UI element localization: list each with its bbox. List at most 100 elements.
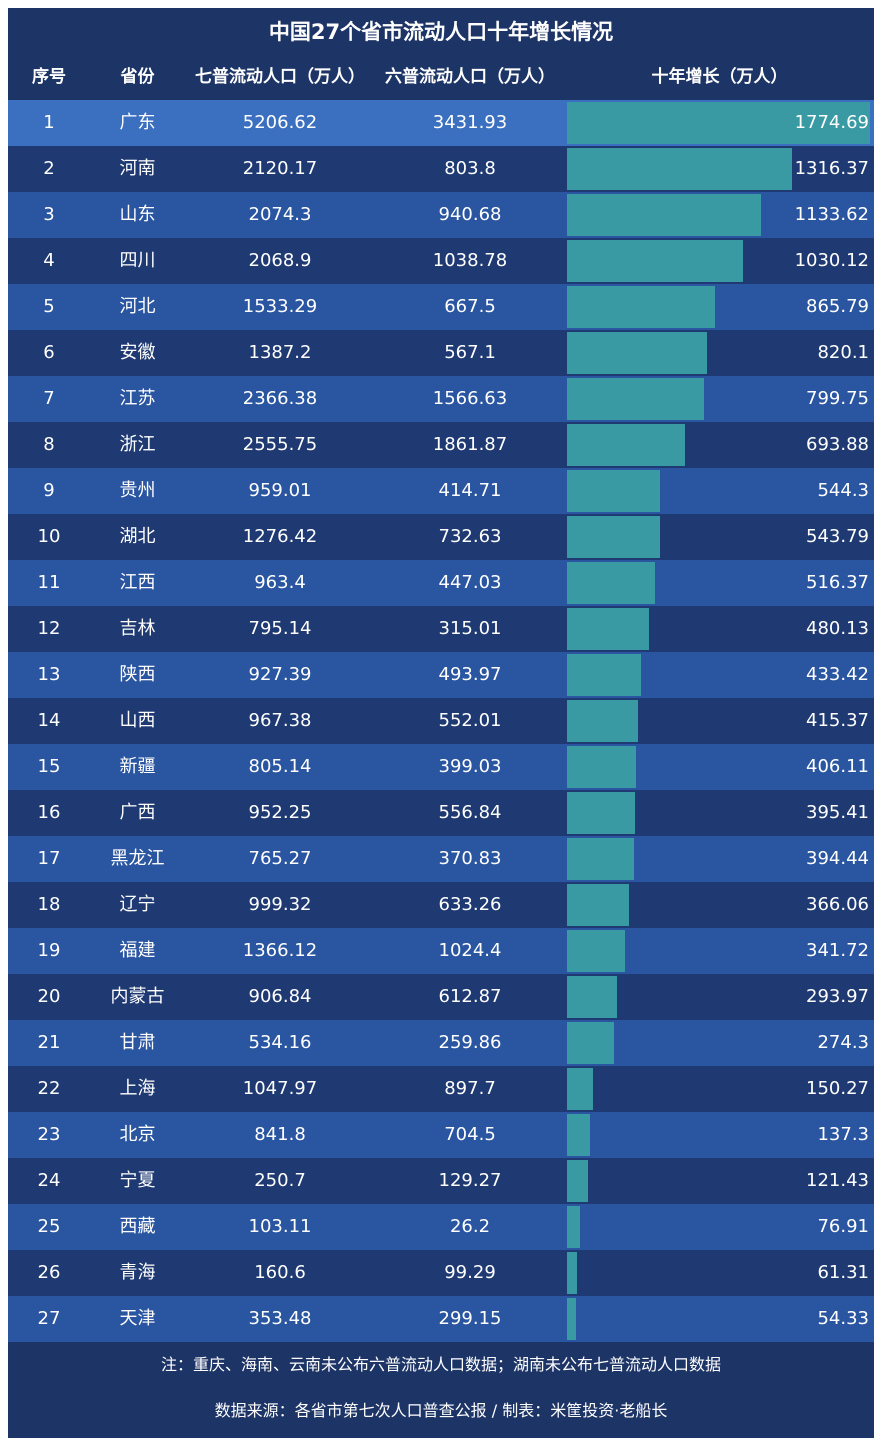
growth-value-label: 61.31 <box>817 1262 869 1283</box>
cell-seventh-census: 927.39 <box>248 664 312 685</box>
cell-rank: 8 <box>43 434 55 455</box>
cell-rank: 5 <box>43 296 55 317</box>
cell-sixth-census: 940.68 <box>438 204 502 225</box>
cell-sixth-census: 1566.63 <box>432 388 508 409</box>
cell-province: 湖北 <box>119 526 156 547</box>
growth-bar <box>567 286 715 328</box>
table-row: 18 辽宁 999.32 633.26 366.06 <box>8 882 874 928</box>
growth-bar <box>567 884 629 926</box>
growth-value-label: 799.75 <box>806 388 869 409</box>
growth-bar <box>567 700 638 742</box>
growth-value-label: 480.13 <box>806 618 869 639</box>
cell-seventh-census: 1366.12 <box>242 940 318 961</box>
cell-province: 吉林 <box>119 618 156 639</box>
growth-bar <box>567 102 870 144</box>
table-row: 27 天津 353.48 299.15 54.33 <box>8 1296 874 1342</box>
table-row: 21 甘肃 534.16 259.86 274.3 <box>8 1020 874 1066</box>
cell-seventh-census: 103.11 <box>248 1216 312 1237</box>
table-row: 19 福建 1366.12 1024.4 341.72 <box>8 928 874 974</box>
growth-bar <box>567 562 655 604</box>
table-row: 20 内蒙古 906.84 612.87 293.97 <box>8 974 874 1020</box>
growth-value-label: 293.97 <box>806 986 869 1007</box>
growth-value-label: 406.11 <box>806 756 869 777</box>
growth-value-label: 1774.69 <box>794 112 869 133</box>
growth-bar <box>567 930 625 972</box>
growth-bar <box>567 1068 593 1110</box>
table-row: 1 广东 5206.62 3431.93 1774.69 <box>8 100 874 146</box>
cell-province: 宁夏 <box>119 1170 156 1191</box>
cell-province: 内蒙古 <box>110 986 165 1007</box>
cell-sixth-census: 447.03 <box>438 572 502 593</box>
growth-bar <box>567 424 685 466</box>
cell-sixth-census: 803.8 <box>444 158 496 179</box>
cell-rank: 21 <box>37 1032 61 1053</box>
cell-rank: 13 <box>37 664 61 685</box>
table-row: 7 江苏 2366.38 1566.63 799.75 <box>8 376 874 422</box>
growth-value-label: 415.37 <box>806 710 869 731</box>
cell-seventh-census: 250.7 <box>254 1170 306 1191</box>
growth-value-label: 150.27 <box>806 1078 869 1099</box>
cell-sixth-census: 493.97 <box>438 664 502 685</box>
cell-province: 浙江 <box>119 434 156 455</box>
growth-bar <box>567 1022 614 1064</box>
cell-seventh-census: 765.27 <box>248 848 312 869</box>
growth-bar <box>567 1160 588 1202</box>
cell-seventh-census: 805.14 <box>248 756 312 777</box>
cell-sixth-census: 667.5 <box>444 296 496 317</box>
cell-seventh-census: 534.16 <box>248 1032 312 1053</box>
table-frame: 中国27个省市流动人口十年增长情况 序号 省份 七普流动人口（万人） 六普流动人… <box>8 8 874 1438</box>
cell-province: 贵州 <box>119 480 156 501</box>
cell-province: 广东 <box>119 112 156 133</box>
cell-sixth-census: 633.26 <box>438 894 502 915</box>
cell-rank: 26 <box>37 1262 61 1283</box>
cell-seventh-census: 353.48 <box>248 1308 312 1329</box>
cell-province: 福建 <box>119 940 156 961</box>
table-row: 15 新疆 805.14 399.03 406.11 <box>8 744 874 790</box>
growth-value-label: 394.44 <box>806 848 869 869</box>
table-row: 23 北京 841.8 704.5 137.3 <box>8 1112 874 1158</box>
cell-sixth-census: 129.27 <box>438 1170 502 1191</box>
cell-province: 甘肃 <box>119 1032 156 1053</box>
growth-value-label: 543.79 <box>806 526 869 547</box>
table-row: 16 广西 952.25 556.84 395.41 <box>8 790 874 836</box>
growth-bar <box>567 194 761 236</box>
growth-value-label: 54.33 <box>817 1308 869 1329</box>
cell-province: 黑龙江 <box>110 848 165 869</box>
cell-rank: 6 <box>43 342 55 363</box>
growth-bar <box>567 976 617 1018</box>
table-row: 25 西藏 103.11 26.2 76.91 <box>8 1204 874 1250</box>
table-row: 5 河北 1533.29 667.5 865.79 <box>8 284 874 330</box>
cell-seventh-census: 2120.17 <box>242 158 318 179</box>
growth-bar <box>567 746 636 788</box>
cell-seventh-census: 1047.97 <box>242 1078 318 1099</box>
cell-seventh-census: 795.14 <box>248 618 312 639</box>
table-row: 13 陕西 927.39 493.97 433.42 <box>8 652 874 698</box>
cell-rank: 17 <box>37 848 61 869</box>
cell-sixth-census: 704.5 <box>444 1124 496 1145</box>
cell-seventh-census: 2366.38 <box>242 388 318 409</box>
table-row: 10 湖北 1276.42 732.63 543.79 <box>8 514 874 560</box>
cell-sixth-census: 556.84 <box>438 802 502 823</box>
growth-value-label: 76.91 <box>817 1216 869 1237</box>
cell-sixth-census: 567.1 <box>444 342 496 363</box>
cell-province: 山西 <box>119 710 156 731</box>
cell-rank: 11 <box>37 572 61 593</box>
cell-sixth-census: 26.2 <box>449 1216 491 1237</box>
growth-bar <box>567 792 635 834</box>
table-row: 22 上海 1047.97 897.7 150.27 <box>8 1066 874 1112</box>
table-header: 序号 省份 七普流动人口（万人） 六普流动人口（万人） 十年增长（万人） <box>8 54 874 100</box>
growth-bar <box>567 1114 590 1156</box>
table-row: 14 山西 967.38 552.01 415.37 <box>8 698 874 744</box>
cell-sixth-census: 612.87 <box>438 986 502 1007</box>
cell-province: 上海 <box>119 1078 156 1099</box>
table-row: 4 四川 2068.9 1038.78 1030.12 <box>8 238 874 284</box>
growth-bar <box>567 838 634 880</box>
cell-sixth-census: 552.01 <box>438 710 502 731</box>
cell-sixth-census: 1038.78 <box>432 250 508 271</box>
cell-rank: 10 <box>37 526 61 547</box>
cell-province: 江西 <box>119 572 156 593</box>
growth-bar <box>567 1206 580 1248</box>
cell-seventh-census: 2068.9 <box>248 250 312 271</box>
growth-value-label: 1030.12 <box>794 250 869 271</box>
header-ten-year-growth: 十年增长（万人） <box>651 67 788 87</box>
